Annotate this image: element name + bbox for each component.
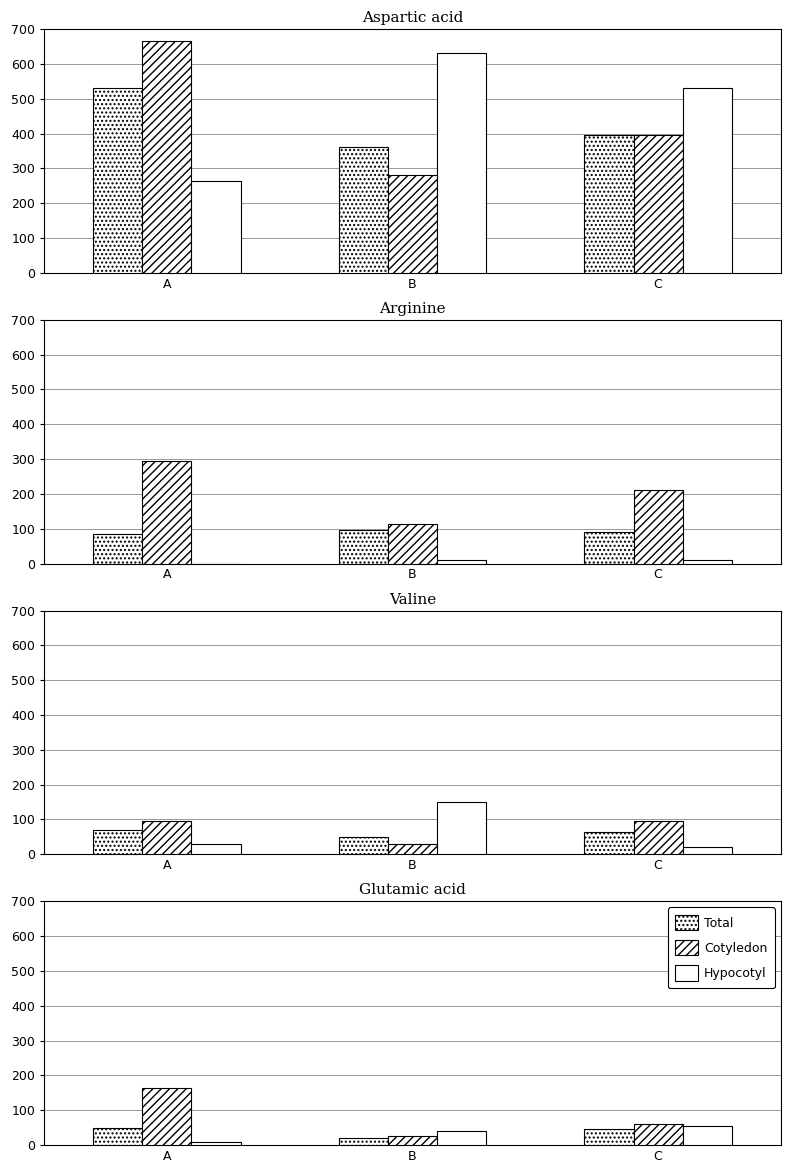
Bar (192, 181, 241, 272)
Bar (683, 848, 732, 855)
Bar (437, 54, 486, 272)
Legend: Total, Cotyledon, Hypocotyl: Total, Cotyledon, Hypocotyl (668, 908, 775, 989)
Bar (339, 837, 388, 855)
Bar (584, 135, 634, 272)
Bar (339, 531, 388, 564)
Bar (437, 802, 486, 855)
Bar (143, 41, 192, 272)
Bar (192, 844, 241, 855)
Title: Valine: Valine (389, 593, 436, 607)
Title: Glutamic acid: Glutamic acid (359, 883, 466, 897)
Bar (683, 88, 732, 272)
Bar (93, 1127, 143, 1145)
Bar (192, 1141, 241, 1145)
Bar (339, 148, 388, 272)
Bar (683, 560, 732, 564)
Bar (143, 822, 192, 855)
Bar (634, 822, 683, 855)
Bar (634, 491, 683, 564)
Bar (388, 524, 437, 564)
Bar (388, 1136, 437, 1145)
Bar (584, 1129, 634, 1145)
Bar (93, 830, 143, 855)
Title: Aspartic acid: Aspartic acid (362, 11, 463, 25)
Bar (584, 831, 634, 855)
Bar (93, 534, 143, 564)
Bar (339, 1138, 388, 1145)
Bar (437, 1131, 486, 1145)
Bar (93, 88, 143, 272)
Bar (437, 560, 486, 564)
Bar (388, 175, 437, 272)
Bar (143, 1087, 192, 1145)
Title: Arginine: Arginine (379, 302, 446, 316)
Bar (683, 1126, 732, 1145)
Bar (388, 844, 437, 855)
Bar (584, 532, 634, 564)
Bar (634, 1125, 683, 1145)
Bar (143, 461, 192, 564)
Bar (634, 135, 683, 272)
